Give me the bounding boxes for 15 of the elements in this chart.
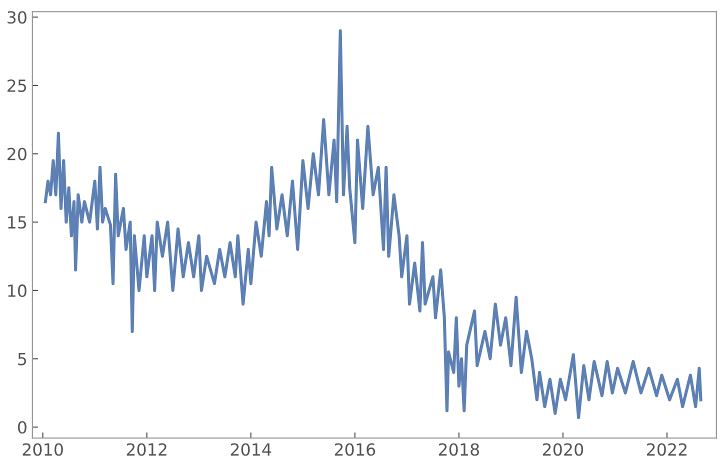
y-tick-label: 30 bbox=[8, 11, 26, 24]
x-tick-label: 2022 bbox=[647, 443, 687, 456]
x-tick-label: 2010 bbox=[22, 443, 63, 456]
y-tick-label: 0 bbox=[18, 421, 26, 434]
y-tick-label: 25 bbox=[8, 79, 26, 92]
x-tick-label: 2018 bbox=[438, 443, 479, 456]
y-tick-label: 20 bbox=[8, 148, 26, 160]
y-tick-label: 15 bbox=[8, 216, 26, 229]
y-tick-label: 10 bbox=[8, 284, 26, 298]
x-tick-label: 2012 bbox=[126, 443, 166, 456]
line-series bbox=[44, 29, 702, 420]
x-tick-label: 2016 bbox=[334, 443, 376, 456]
x-tick-label: 2014 bbox=[230, 443, 272, 456]
x-tick-label: 2020 bbox=[542, 443, 584, 456]
y-tick-label: 5 bbox=[18, 352, 26, 366]
